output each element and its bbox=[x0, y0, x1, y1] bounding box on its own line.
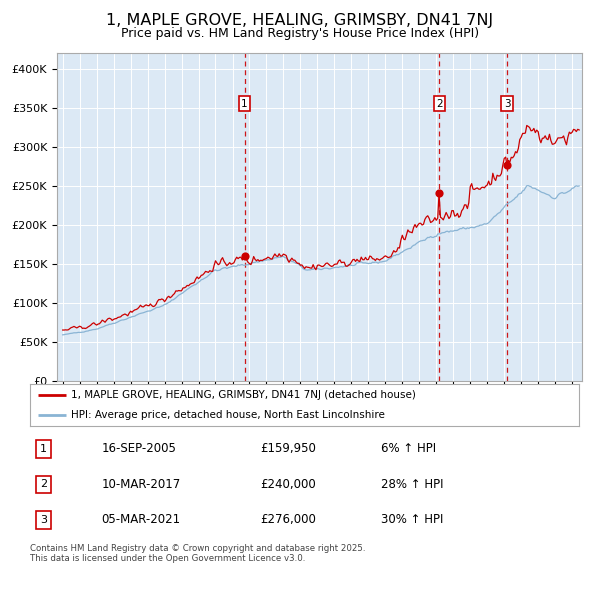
Text: Contains HM Land Registry data © Crown copyright and database right 2025.
This d: Contains HM Land Registry data © Crown c… bbox=[30, 544, 365, 563]
Text: Price paid vs. HM Land Registry's House Price Index (HPI): Price paid vs. HM Land Registry's House … bbox=[121, 27, 479, 40]
Text: £240,000: £240,000 bbox=[260, 478, 316, 491]
Point bbox=[434, 189, 444, 198]
Text: 6% ↑ HPI: 6% ↑ HPI bbox=[382, 442, 436, 455]
Text: 05-MAR-2021: 05-MAR-2021 bbox=[101, 513, 181, 526]
Text: 3: 3 bbox=[40, 515, 47, 525]
Text: 30% ↑ HPI: 30% ↑ HPI bbox=[382, 513, 444, 526]
Text: 3: 3 bbox=[504, 99, 511, 109]
Text: 28% ↑ HPI: 28% ↑ HPI bbox=[382, 478, 444, 491]
Text: £159,950: £159,950 bbox=[260, 442, 316, 455]
Text: 1, MAPLE GROVE, HEALING, GRIMSBY, DN41 7NJ (detached house): 1, MAPLE GROVE, HEALING, GRIMSBY, DN41 7… bbox=[71, 390, 416, 400]
Text: 10-MAR-2017: 10-MAR-2017 bbox=[101, 478, 181, 491]
Point bbox=[240, 251, 250, 261]
Text: 1, MAPLE GROVE, HEALING, GRIMSBY, DN41 7NJ: 1, MAPLE GROVE, HEALING, GRIMSBY, DN41 7… bbox=[106, 13, 494, 28]
Text: 16-SEP-2005: 16-SEP-2005 bbox=[101, 442, 176, 455]
Text: £276,000: £276,000 bbox=[260, 513, 316, 526]
Text: 2: 2 bbox=[40, 480, 47, 489]
Text: 1: 1 bbox=[40, 444, 47, 454]
Text: HPI: Average price, detached house, North East Lincolnshire: HPI: Average price, detached house, Nort… bbox=[71, 411, 385, 420]
Text: 2: 2 bbox=[436, 99, 443, 109]
Point bbox=[502, 160, 512, 170]
Text: 1: 1 bbox=[241, 99, 248, 109]
